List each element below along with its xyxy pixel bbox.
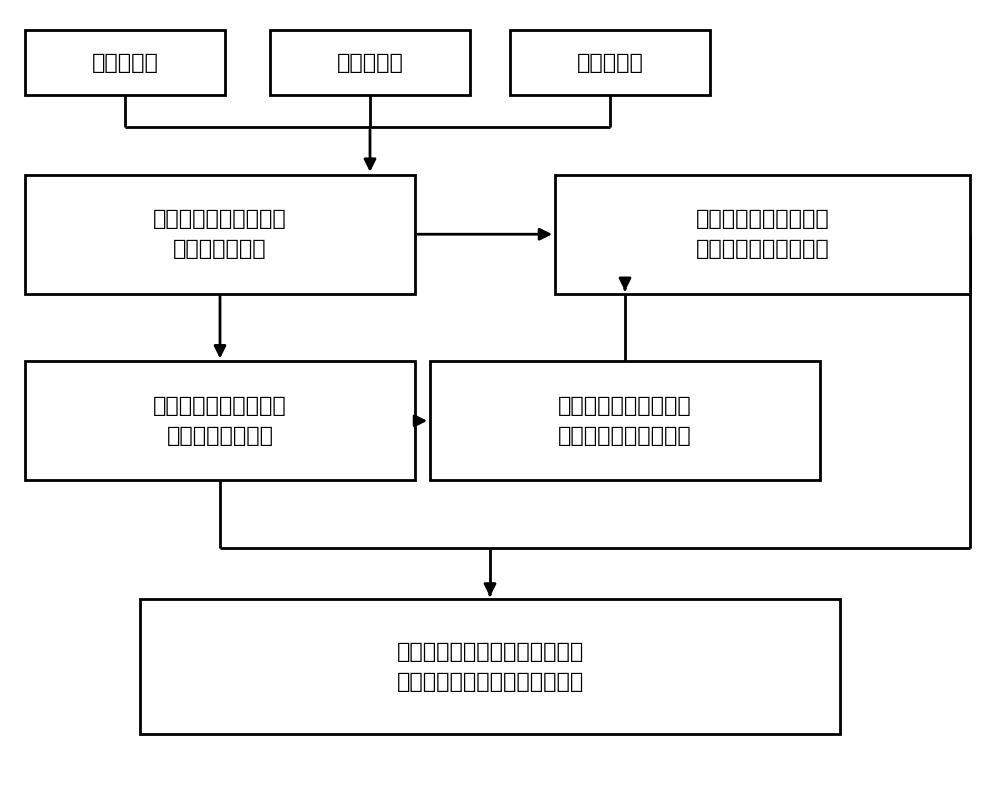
FancyBboxPatch shape — [510, 30, 710, 95]
FancyBboxPatch shape — [25, 175, 415, 294]
Text: 构建基于固定树高系列
直径的削度方程: 构建基于固定树高系列 直径的削度方程 — [153, 210, 287, 259]
FancyBboxPatch shape — [25, 30, 225, 95]
Text: 基于削度方程的可变直
径构建生物量模型: 基于削度方程的可变直 径构建生物量模型 — [153, 396, 287, 445]
Text: 生物量数据: 生物量数据 — [577, 52, 643, 73]
Text: 标准地数据: 标准地数据 — [92, 52, 158, 73]
Text: 基于相对树高处直径建立适于代
谢速率理论的生物量普适性模型: 基于相对树高处直径建立适于代 谢速率理论的生物量普适性模型 — [396, 642, 584, 692]
FancyBboxPatch shape — [555, 175, 970, 294]
Text: 基于相对树高和削度方
程计算相对树高处直径: 基于相对树高和削度方 程计算相对树高处直径 — [696, 210, 829, 259]
FancyBboxPatch shape — [270, 30, 470, 95]
Text: 解析木数据: 解析木数据 — [337, 52, 403, 73]
FancyBboxPatch shape — [430, 361, 820, 480]
Text: 确定满足代谢速度理论
生物量模型的相对树高: 确定满足代谢速度理论 生物量模型的相对树高 — [558, 396, 692, 445]
FancyBboxPatch shape — [140, 599, 840, 734]
FancyBboxPatch shape — [25, 361, 415, 480]
